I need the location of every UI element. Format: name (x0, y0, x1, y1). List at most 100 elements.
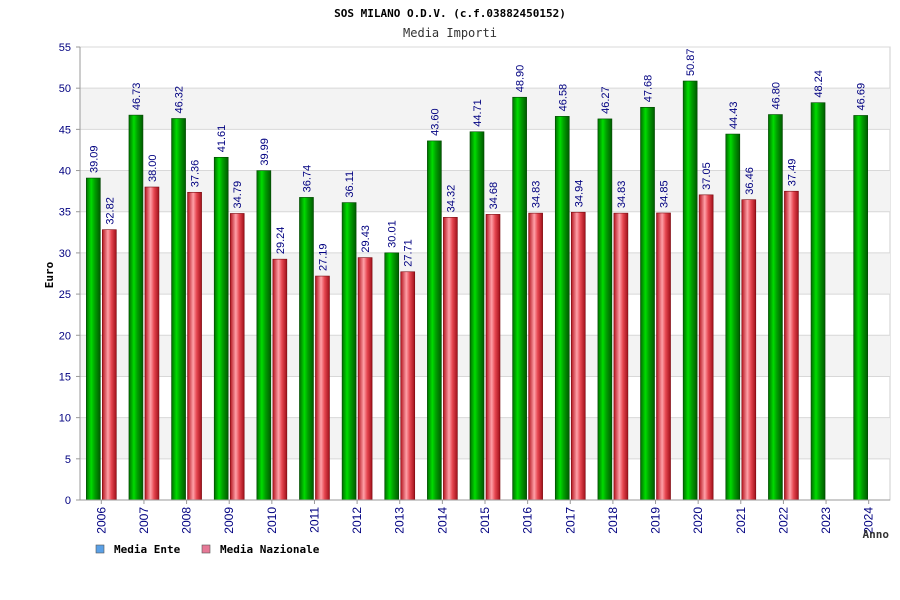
y-tick-label: 55 (59, 42, 71, 54)
bar (554, 116, 570, 501)
x-tick-label: 2016 (521, 507, 535, 534)
data-label: 34.94 (573, 180, 585, 208)
data-label: 46.58 (557, 84, 569, 112)
bar (357, 257, 373, 501)
y-tick-label: 30 (59, 248, 71, 260)
data-label: 44.71 (472, 99, 484, 127)
x-tick-label: 2020 (691, 507, 705, 534)
bar (443, 217, 458, 501)
data-label: 38.00 (147, 154, 159, 182)
bar (613, 212, 629, 501)
data-label: 29.24 (275, 227, 287, 255)
data-labels: 39.09 46.73 46.32 41.61 39.99 36.74 36.11 30.01… (88, 48, 867, 271)
data-label: 32.82 (104, 197, 116, 225)
y-tick-label: 0 (65, 495, 71, 507)
y-tick-label: 25 (59, 289, 71, 301)
bar (86, 177, 101, 501)
data-label: 34.68 (488, 182, 500, 210)
bar (315, 275, 330, 501)
bar (187, 191, 202, 501)
y-tick-label: 45 (59, 124, 71, 136)
data-label: 34.79 (232, 181, 244, 209)
bar (725, 133, 741, 501)
bar (272, 258, 288, 501)
bar (570, 211, 586, 501)
bar (768, 114, 783, 501)
data-label: 36.46 (744, 167, 756, 195)
x-axis: 2006 2007 2008 2009 2010 2011 2012 2013 2014 2015… (80, 499, 890, 534)
x-tick-label: 2021 (734, 507, 748, 534)
bar (299, 197, 314, 501)
y-tick-label: 10 (59, 413, 71, 425)
bar (213, 156, 229, 501)
x-tick-label: 2024 (862, 507, 876, 534)
data-label: 41.61 (216, 125, 228, 153)
bar (485, 214, 501, 501)
chart-title: SOS MILANO O.D.V. (c.f.03882450152) (334, 7, 566, 20)
grid-band (80, 88, 890, 130)
data-label: 46.69 (856, 83, 868, 111)
data-label: 50.87 (685, 48, 697, 76)
x-tick-label: 2023 (819, 507, 833, 534)
x-tick-label: 2007 (137, 507, 151, 534)
bar (656, 212, 671, 501)
x-tick-label: 2008 (180, 507, 194, 534)
data-label: 37.49 (786, 159, 798, 187)
data-label: 37.36 (190, 160, 202, 188)
x-tick-label: 2006 (94, 507, 108, 534)
y-tick-label: 20 (59, 330, 71, 342)
x-tick-label: 2012 (350, 507, 364, 534)
data-label: 39.09 (88, 146, 100, 174)
data-label: 47.68 (643, 75, 655, 103)
data-label: 34.83 (531, 181, 543, 209)
legend-label: Media Nazionale (220, 543, 320, 556)
x-tick-label: 2022 (776, 507, 790, 534)
bar (427, 140, 442, 501)
x-tick-label: 2013 (393, 507, 407, 534)
bar (784, 190, 799, 501)
y-tick-label: 5 (65, 454, 71, 466)
y-tick-label: 50 (59, 83, 71, 95)
data-label: 43.60 (429, 108, 441, 136)
bar (810, 102, 826, 501)
bar (469, 131, 485, 501)
x-tick-label: 2011 (307, 507, 321, 533)
bar (128, 114, 144, 501)
data-label: 44.43 (728, 102, 740, 130)
bar (256, 170, 272, 501)
data-label: 34.32 (445, 185, 457, 213)
x-tick-label: 2014 (435, 507, 449, 534)
legend-label: Media Ente (114, 543, 181, 556)
data-label: 46.27 (600, 86, 612, 114)
y-tick-label: 40 (59, 166, 71, 178)
y-axis-label: Euro (43, 261, 56, 288)
y-axis: 0 5 10 15 20 25 30 35 40 45 50 55 (59, 42, 81, 507)
data-label: 46.32 (174, 86, 186, 114)
bar (528, 212, 543, 501)
x-tick-label: 2015 (478, 507, 492, 534)
legend-swatch (95, 544, 105, 554)
data-label: 30.01 (387, 220, 399, 248)
legend: Media Ente Media Nazionale (95, 543, 320, 556)
bar (853, 115, 868, 501)
data-label: 29.43 (360, 225, 372, 253)
data-label: 36.11 (344, 171, 356, 198)
bar (682, 80, 698, 501)
data-label: 27.19 (317, 244, 329, 272)
bar (400, 271, 416, 501)
data-label: 48.24 (813, 70, 825, 98)
y-tick-label: 15 (59, 371, 71, 383)
bar (144, 186, 160, 501)
bar (640, 106, 655, 501)
data-label: 36.74 (301, 165, 313, 193)
bar (171, 118, 186, 501)
y-tick-label: 35 (59, 207, 71, 219)
bars (86, 80, 868, 501)
data-label: 37.05 (701, 162, 713, 190)
bar (102, 229, 117, 501)
data-label: 46.80 (770, 82, 782, 110)
data-label: 27.71 (403, 239, 415, 267)
legend-swatch (201, 544, 211, 554)
bar (597, 118, 613, 501)
